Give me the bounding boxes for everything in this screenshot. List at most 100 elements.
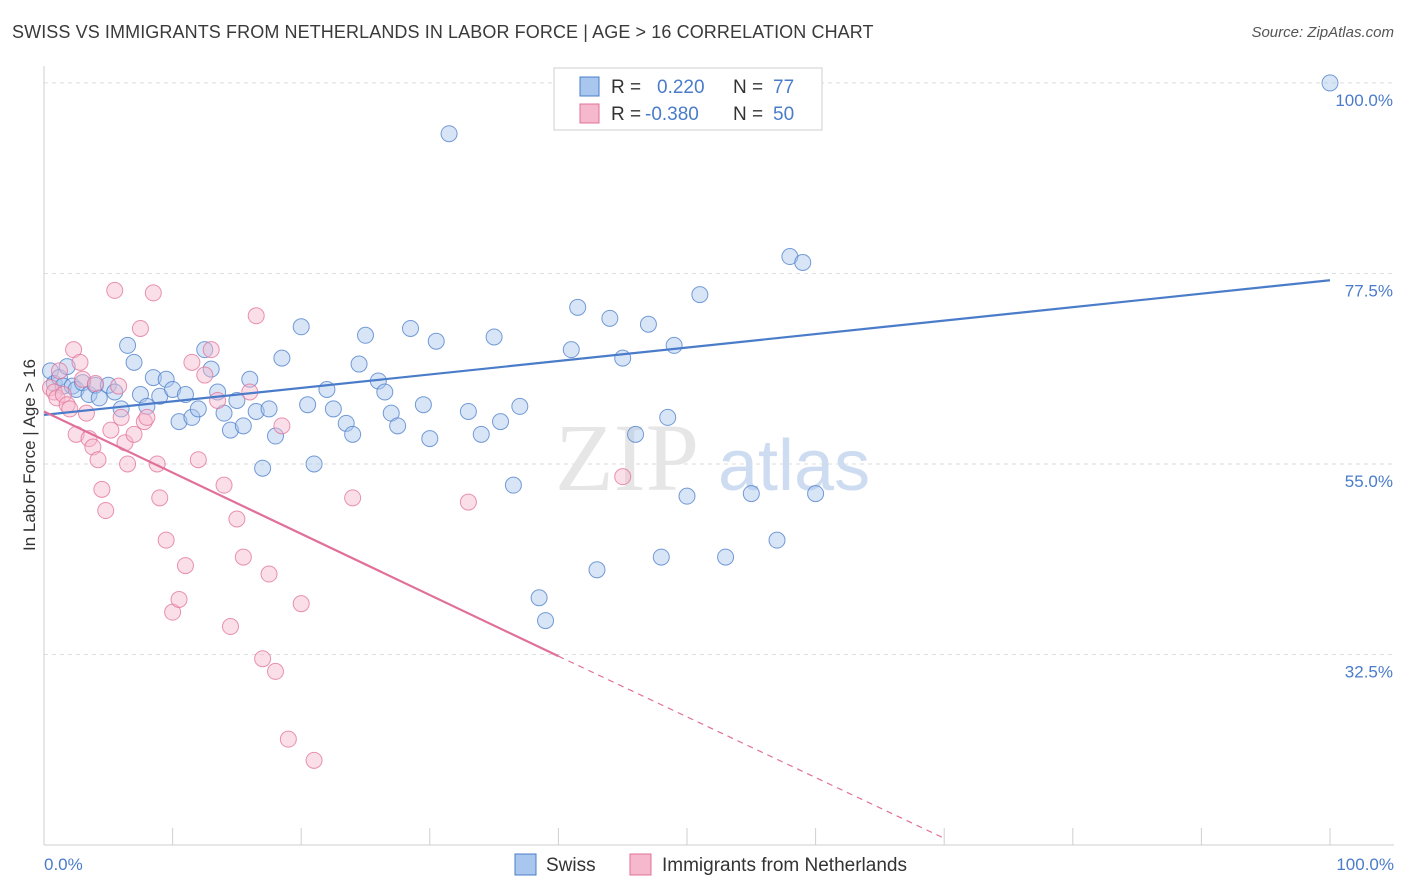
netherlands-point <box>279 730 297 748</box>
swiss-point <box>67 380 85 398</box>
netherlands-point <box>459 493 477 511</box>
stats-legend: R = 0.220 N = 77 R = -0.380 N = 50 <box>553 67 823 131</box>
netherlands-point <box>119 455 137 473</box>
swiss-point <box>254 459 272 477</box>
swiss-point <box>299 396 317 414</box>
netherlands-point <box>292 595 310 613</box>
chart-title: SWISS VS IMMIGRANTS FROM NETHERLANDS IN … <box>12 22 874 42</box>
swiss-point <box>260 400 278 418</box>
swiss-point <box>80 386 98 404</box>
netherlands-point <box>247 307 265 325</box>
netherlands-point <box>93 480 111 498</box>
stats-legend-swatch-blue <box>579 76 600 97</box>
x-tick-label-max: 100.0% <box>1336 855 1394 874</box>
swiss-point <box>659 408 677 426</box>
netherlands-point <box>209 391 227 409</box>
swiss-point <box>414 396 432 414</box>
legend-swatch-netherlands <box>629 853 652 876</box>
netherlands-point <box>202 341 220 359</box>
swiss-point <box>125 353 143 371</box>
swiss-point <box>562 341 580 359</box>
swiss-point <box>614 349 632 367</box>
swiss-point <box>511 397 529 415</box>
swiss-point <box>324 400 342 418</box>
swiss-point <box>601 309 619 327</box>
stats-n-label-1: N = <box>733 77 763 98</box>
swiss-point <box>691 286 709 304</box>
swiss-point <box>794 253 812 271</box>
swiss-point <box>639 315 657 333</box>
bottom-legend: Swiss Immigrants from Netherlands <box>514 853 907 876</box>
swiss-point <box>144 369 162 387</box>
swiss-trend-line <box>43 279 1331 416</box>
swiss-point <box>569 298 587 316</box>
netherlands-point <box>183 353 201 371</box>
swiss-point <box>421 430 439 448</box>
axes <box>43 66 1394 846</box>
swiss-point <box>665 336 683 354</box>
swiss-point <box>678 487 696 505</box>
netherlands-point <box>151 489 169 507</box>
swiss-point <box>273 349 291 367</box>
swiss-point <box>588 561 606 579</box>
swiss-point <box>241 370 259 388</box>
swiss-point <box>492 413 510 431</box>
swiss-point <box>485 328 503 346</box>
swiss-point <box>228 391 246 409</box>
swiss-point <box>402 319 420 337</box>
netherlands-point <box>138 408 156 426</box>
stats-r-value-1: 0.220 <box>657 77 705 98</box>
netherlands-point <box>144 284 162 302</box>
swiss-point <box>202 360 220 378</box>
swiss-point <box>58 358 76 376</box>
swiss-point <box>530 589 548 607</box>
swiss-point <box>157 370 175 388</box>
swiss-point <box>504 476 522 494</box>
netherlands-point <box>228 510 246 528</box>
swiss-point <box>344 425 362 443</box>
stats-r-label-2: R = <box>611 104 641 125</box>
swiss-point <box>717 548 735 566</box>
netherlands-point <box>266 662 284 680</box>
netherlands-point <box>614 468 632 486</box>
x-tick-label-min: 0.0% <box>44 855 83 874</box>
swiss-point <box>90 389 108 407</box>
y-tick-label: 77.5% <box>1345 281 1393 300</box>
grid <box>44 82 1394 655</box>
swiss-point <box>305 455 323 473</box>
netherlands-point <box>221 618 239 636</box>
stats-legend-swatch-pink <box>579 103 600 124</box>
swiss-point <box>742 485 760 503</box>
swiss-point <box>427 332 445 350</box>
legend-swatch-swiss <box>514 853 537 876</box>
netherlands-point <box>189 451 207 469</box>
swiss-point <box>164 380 182 398</box>
swiss-point <box>652 548 670 566</box>
swiss-point <box>170 413 188 431</box>
netherlands-point <box>89 451 107 469</box>
swiss-point <box>472 425 490 443</box>
swiss-point <box>234 417 252 435</box>
netherlands-point <box>71 353 89 371</box>
netherlands-point <box>131 319 149 337</box>
netherlands-point <box>97 502 115 520</box>
swiss-point <box>768 531 786 549</box>
netherlands-point <box>50 362 68 380</box>
swiss-point <box>357 326 374 344</box>
swiss-point <box>440 125 458 143</box>
stats-n-label-2: N = <box>733 104 763 125</box>
swiss-point <box>183 408 201 426</box>
netherlands-trend-line <box>43 410 559 658</box>
netherlands-point <box>176 557 194 575</box>
swiss-point <box>350 355 368 373</box>
netherlands-point <box>273 417 291 435</box>
netherlands-point <box>157 531 175 549</box>
legend-label-swiss: Swiss <box>546 855 596 876</box>
y-tick-label: 32.5% <box>1345 662 1393 681</box>
swiss-point <box>459 402 477 420</box>
series-netherlands-points <box>41 281 632 769</box>
netherlands-point <box>84 438 102 456</box>
swiss-point <box>627 425 645 443</box>
y-tick-label: 55.0% <box>1345 472 1393 491</box>
